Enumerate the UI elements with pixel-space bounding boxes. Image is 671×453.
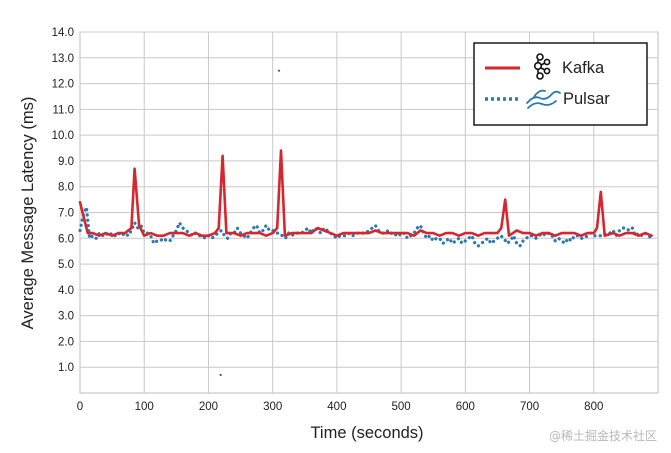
kafka-logo-icon bbox=[533, 53, 551, 80]
x-axis-ticks: 0 100 200 300 400 500 600 700 800 bbox=[77, 401, 604, 413]
x-tick-label: 700 bbox=[520, 401, 539, 413]
series-line-kafka bbox=[78, 149, 653, 237]
pulsar-logo-icon bbox=[526, 89, 561, 109]
y-tick-label: 1.0 bbox=[58, 362, 74, 374]
x-tick-label: 800 bbox=[584, 401, 603, 413]
y-tick-label: 4.0 bbox=[58, 285, 74, 297]
y-axis-ticks: 1.0 2.0 3.0 4.0 5.0 6.0 7.0 8.0 9.0 10.0 11.0 12.0 1… bbox=[52, 27, 74, 374]
x-tick-label: 600 bbox=[456, 401, 475, 413]
y-axis-title: Average Message Latency (ms) bbox=[19, 97, 37, 330]
legend-box bbox=[473, 42, 648, 126]
stray-mark bbox=[277, 69, 281, 72]
x-tick-label: 400 bbox=[327, 401, 346, 413]
legend-kafka-label: Kafka bbox=[562, 59, 605, 77]
x-axis-title: Time (seconds) bbox=[310, 424, 423, 442]
x-tick-label: 300 bbox=[263, 401, 282, 413]
y-tick-label: 13.0 bbox=[52, 53, 74, 65]
y-tick-label: 8.0 bbox=[58, 182, 74, 194]
y-tick-label: 2.0 bbox=[58, 336, 74, 348]
y-tick-label: 12.0 bbox=[52, 79, 74, 91]
y-tick-label: 7.0 bbox=[58, 208, 74, 220]
y-tick-label: 5.0 bbox=[58, 259, 74, 271]
legend-pulsar-label: Pulsar bbox=[563, 90, 610, 108]
legend: Kafka Pulsar bbox=[473, 42, 648, 126]
y-tick-label: 6.0 bbox=[58, 233, 74, 245]
stray-mark bbox=[219, 373, 222, 377]
y-tick-label: 10.0 bbox=[52, 130, 74, 142]
y-tick-label: 14.0 bbox=[52, 27, 74, 39]
x-tick-label: 200 bbox=[199, 401, 218, 413]
y-tick-label: 3.0 bbox=[58, 311, 74, 323]
x-tick-label: 0 bbox=[77, 401, 83, 413]
x-tick-label: 500 bbox=[392, 401, 411, 413]
series-layer bbox=[78, 149, 654, 248]
watermark-text: @稀土掘金技术社区 bbox=[548, 429, 657, 443]
y-tick-label: 11.0 bbox=[52, 104, 74, 116]
stray-marks bbox=[219, 69, 281, 377]
x-tick-label: 100 bbox=[135, 401, 154, 413]
y-tick-label: 9.0 bbox=[58, 156, 74, 168]
